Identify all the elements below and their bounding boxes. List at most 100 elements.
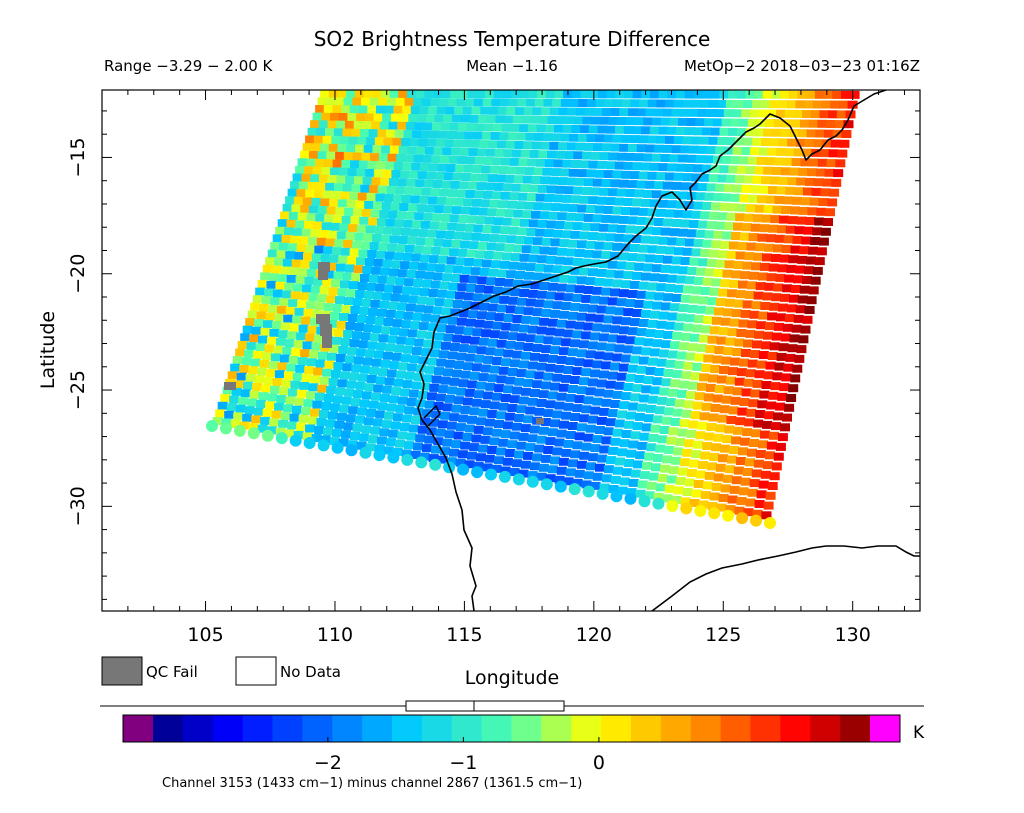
- swath-pixel: [545, 90, 556, 99]
- swath-pixel: [693, 164, 704, 173]
- swath-pixel: [584, 107, 595, 116]
- swath-pixel: [424, 271, 435, 280]
- swath-pixel: [708, 413, 719, 422]
- swath-pixel: [725, 298, 735, 307]
- swath-pixel: [820, 227, 831, 236]
- y-tick-label: −30: [67, 486, 89, 526]
- swath-pixel: [384, 411, 395, 420]
- swath-pixel: [597, 196, 608, 205]
- swath-pixel: [454, 361, 465, 369]
- swath-pixel: [610, 288, 620, 297]
- swath-pixel: [301, 374, 312, 383]
- swath-pixel: [774, 362, 785, 371]
- swath-pixel: [624, 459, 635, 467]
- swath-pixel: [754, 90, 765, 99]
- swath-pixel: [586, 134, 597, 143]
- swath-pixel: [435, 264, 446, 273]
- swath-pixel: [313, 367, 324, 376]
- swath-pixel: [275, 427, 286, 436]
- y-tick-label: −20: [67, 254, 89, 294]
- swath-pixel: [559, 203, 570, 212]
- swath-pixel: [605, 306, 616, 315]
- swath-pixel: [244, 406, 255, 415]
- swath-pixel: [728, 241, 739, 250]
- swath-pixel: [610, 179, 621, 188]
- swath-pixel: [749, 439, 759, 447]
- swath-pixel: [801, 276, 812, 284]
- swath-pixel: [627, 253, 638, 262]
- swath-pixel: [453, 396, 464, 405]
- swath-pixel: [563, 293, 574, 302]
- swath-pixel: [583, 359, 594, 368]
- swath-pixel: [363, 144, 374, 153]
- swath-edge-pixel: [345, 444, 358, 457]
- swath-pixel: [474, 319, 485, 328]
- swath-pixel: [325, 182, 336, 191]
- swath-pixel: [396, 211, 407, 220]
- swath-pixel: [527, 158, 538, 167]
- swath-pixel: [506, 270, 517, 279]
- swath-pixel: [483, 157, 494, 165]
- swath-pixel: [592, 214, 603, 223]
- swath-pixel: [770, 215, 781, 224]
- swath-pixel: [489, 234, 499, 243]
- swath-pixel: [369, 366, 380, 375]
- swath-pixel: [730, 357, 741, 366]
- swath-pixel: [265, 401, 276, 410]
- swath-pixel: [675, 438, 686, 446]
- swath-edge-pixel: [512, 473, 525, 486]
- swath-pixel: [638, 207, 649, 216]
- swath-pixel: [700, 491, 711, 499]
- swath-pixel: [295, 275, 306, 284]
- swath-pixel: [491, 191, 502, 200]
- swath-pixel: [493, 251, 504, 260]
- swath-pixel: [316, 418, 327, 426]
- swath-pixel: [636, 328, 647, 337]
- swath-pixel: [714, 307, 724, 316]
- swath-pixel: [329, 344, 340, 353]
- swath-pixel: [488, 140, 499, 149]
- swath-pixel: [395, 277, 406, 286]
- swath-pixel: [356, 113, 367, 122]
- swath-pixel: [452, 206, 462, 215]
- swath-pixel: [333, 362, 344, 370]
- swath-pixel: [421, 313, 432, 322]
- swath-pixel: [601, 214, 612, 223]
- swath-pixel: [487, 446, 498, 454]
- swath-pixel: [508, 261, 519, 270]
- swath-pixel: [630, 135, 641, 144]
- swath-pixel: [440, 122, 451, 131]
- swath-pixel: [732, 109, 743, 118]
- swath-pixel: [696, 305, 707, 314]
- swath-pixel: [459, 309, 470, 318]
- swath-pixel: [304, 276, 315, 285]
- swath-pixel: [294, 397, 305, 406]
- swath-pixel: [493, 217, 504, 226]
- swath-pixel: [538, 353, 549, 362]
- swath-pixel: [686, 118, 697, 126]
- swath-pixel: [418, 138, 429, 147]
- swath-pixel: [738, 280, 748, 289]
- swath-pixel: [623, 271, 634, 280]
- swath-pixel: [311, 342, 322, 351]
- swath-pixel: [777, 225, 787, 234]
- swath-pixel: [467, 215, 478, 224]
- swath-pixel: [660, 154, 671, 162]
- swath-pixel: [685, 276, 696, 285]
- colorbar-step: [511, 715, 542, 742]
- swath-pixel: [772, 372, 783, 381]
- swath-pixel: [775, 402, 786, 411]
- swath-pixel: [541, 345, 552, 354]
- swath-pixel: [746, 281, 757, 290]
- swath-pixel: [760, 138, 771, 146]
- y-axis-label: Latitude: [37, 311, 59, 389]
- swath-pixel: [395, 186, 406, 195]
- swath-pixel: [512, 115, 523, 124]
- swath-pixel: [651, 190, 662, 199]
- swath-pixel: [260, 272, 271, 281]
- swath-pixel: [286, 275, 297, 283]
- swath-pixel: [788, 294, 799, 303]
- swath-pixel: [674, 284, 685, 293]
- swath-pixel: [729, 485, 740, 494]
- swath-pixel: [292, 372, 303, 381]
